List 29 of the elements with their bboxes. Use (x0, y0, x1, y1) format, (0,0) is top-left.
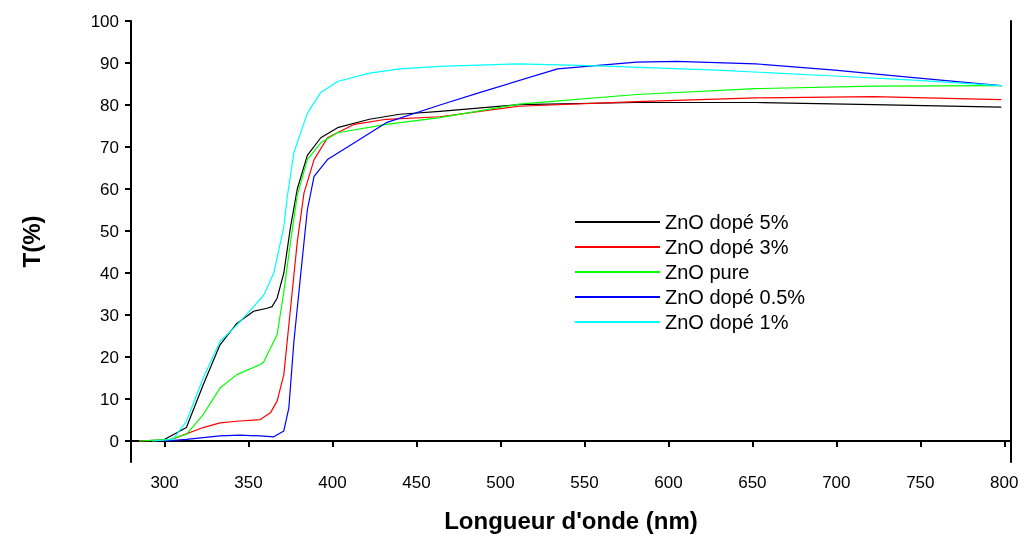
y-tick-label: 90 (100, 53, 119, 73)
y-tick-label: 70 (100, 137, 119, 157)
y-tick-label: 0 (109, 431, 119, 451)
legend-label: ZnO dopé 3% (665, 236, 789, 258)
y-tick-label: 30 (100, 305, 119, 325)
x-tick-label: 700 (822, 473, 851, 492)
x-tick-label: 400 (318, 473, 347, 492)
x-tick-label: 550 (570, 473, 599, 492)
x-tick-label: 750 (906, 473, 935, 492)
x-tick-label: 600 (654, 473, 683, 492)
legend-label: ZnO dopé 1% (665, 311, 789, 333)
x-tick-label: 350 (234, 473, 263, 492)
y-tick-label: 50 (100, 221, 119, 241)
y-tick-label: 60 (100, 179, 119, 199)
legend-label: ZnO dopé 5% (665, 211, 789, 233)
x-tick-label: 800 (990, 473, 1019, 492)
y-tick-label: 100 (90, 11, 119, 31)
x-axis-title: Longueur d'onde (nm) (444, 506, 698, 534)
x-tick-label: 650 (738, 473, 767, 492)
legend-label: ZnO dopé 0.5% (665, 286, 806, 308)
y-tick-label: 10 (100, 389, 119, 409)
y-tick-label: 80 (100, 95, 119, 115)
y-tick-label: 20 (100, 347, 119, 367)
x-tick-label: 300 (150, 473, 179, 492)
y-axis-title: T(%) (17, 215, 45, 268)
x-tick-label: 450 (402, 473, 431, 492)
legend-label: ZnO pure (665, 261, 750, 283)
x-tick-label: 500 (486, 473, 515, 492)
y-tick-label: 40 (100, 263, 119, 283)
